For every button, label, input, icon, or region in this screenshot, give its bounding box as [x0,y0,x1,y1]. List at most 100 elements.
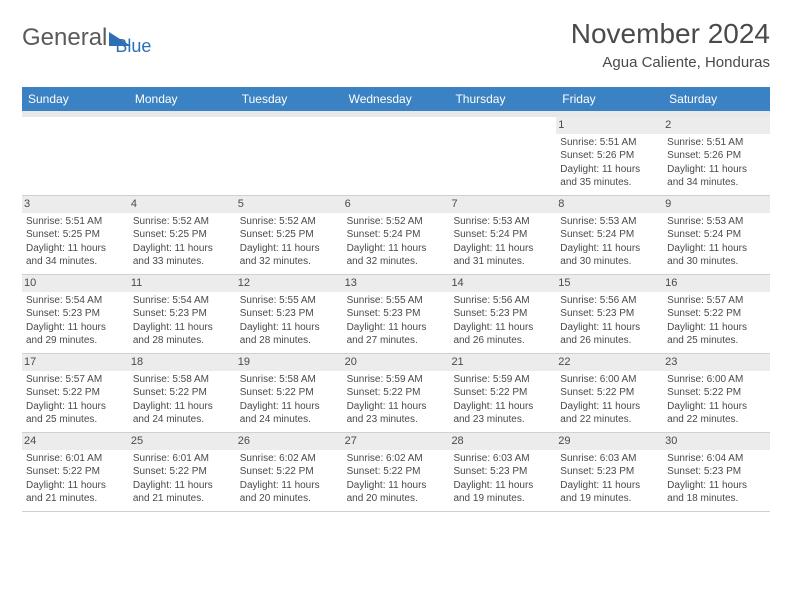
daylight-text: Daylight: 11 hours and 24 minutes. [133,400,232,427]
day-details: Sunrise: 5:54 AMSunset: 5:23 PMDaylight:… [133,294,232,348]
day-details: Sunrise: 5:59 AMSunset: 5:22 PMDaylight:… [347,373,446,427]
day-cell: 7Sunrise: 5:53 AMSunset: 5:24 PMDaylight… [449,196,556,274]
page-title: November 2024 [571,18,770,50]
daylight-text: Daylight: 11 hours and 25 minutes. [26,400,125,427]
day-number: 17 [22,354,129,371]
day-number: 20 [343,354,450,371]
daylight-text: Daylight: 11 hours and 25 minutes. [667,321,766,348]
daylight-text: Daylight: 11 hours and 28 minutes. [133,321,232,348]
day-cell: 9Sunrise: 5:53 AMSunset: 5:24 PMDaylight… [663,196,770,274]
day-details: Sunrise: 5:55 AMSunset: 5:23 PMDaylight:… [240,294,339,348]
daylight-text: Daylight: 11 hours and 26 minutes. [453,321,552,348]
day-details: Sunrise: 6:03 AMSunset: 5:23 PMDaylight:… [453,452,552,506]
sunset-text: Sunset: 5:23 PM [347,307,446,321]
sunset-text: Sunset: 5:22 PM [347,465,446,479]
day-number: 10 [22,275,129,292]
sunset-text: Sunset: 5:22 PM [667,386,766,400]
calendar-grid: SundayMondayTuesdayWednesdayThursdayFrid… [22,87,770,512]
weekday-header: Saturday [663,87,770,111]
day-number: 11 [129,275,236,292]
logo: General Blue [22,18,151,57]
sunset-text: Sunset: 5:22 PM [240,465,339,479]
day-cell: 22Sunrise: 6:00 AMSunset: 5:22 PMDayligh… [556,354,663,432]
sunrise-text: Sunrise: 5:51 AM [560,136,659,150]
day-number: 2 [663,117,770,134]
daylight-text: Daylight: 11 hours and 23 minutes. [347,400,446,427]
day-cell: 4 Sunrise: 5:52 AMSunset: 5:25 PMDaylight… [129,196,236,274]
day-cell: 29 Sunrise: 6:03 AMSunset: 5:23 PMDayligh… [556,433,663,511]
day-details: Sunrise: 5:59 AMSunset: 5:22 PMDaylight:… [453,373,552,427]
sunset-text: Sunset: 5:24 PM [560,228,659,242]
sunset-text: Sunset: 5:22 PM [667,307,766,321]
weekday-header: Friday [556,87,663,111]
daylight-text: Daylight: 11 hours and 33 minutes. [133,242,232,269]
week-row: 3Sunrise: 5:51 AMSunset: 5:25 PMDaylight… [22,196,770,275]
daylight-text: Daylight: 11 hours and 31 minutes. [453,242,552,269]
day-cell: 5Sunrise: 5:52 AMSunset: 5:25 PMDaylight… [236,196,343,274]
sunset-text: Sunset: 5:22 PM [26,386,125,400]
day-cell: 2 Sunrise: 5:51 AMSunset: 5:26 PMDaylight… [663,117,770,195]
day-number: 23 [663,354,770,371]
day-details: Sunrise: 5:51 AMSunset: 5:26 PMDaylight:… [667,136,766,190]
sunset-text: Sunset: 5:23 PM [667,465,766,479]
day-cell: 26Sunrise: 6:02 AMSunset: 5:22 PMDayligh… [236,433,343,511]
day-number: 24 [22,433,129,450]
daylight-text: Daylight: 11 hours and 23 minutes. [453,400,552,427]
day-number: 29 [556,433,663,450]
day-number: 4 [129,196,236,213]
sunset-text: Sunset: 5:23 PM [560,465,659,479]
daylight-text: Daylight: 11 hours and 26 minutes. [560,321,659,348]
day-number: 25 [129,433,236,450]
weekday-header: Tuesday [236,87,343,111]
day-number: 27 [343,433,450,450]
sunset-text: Sunset: 5:25 PM [240,228,339,242]
day-cell: 28 Sunrise: 6:03 AMSunset: 5:23 PMDayligh… [449,433,556,511]
sunrise-text: Sunrise: 6:02 AM [347,452,446,466]
daylight-text: Daylight: 11 hours and 24 minutes. [240,400,339,427]
day-number: 14 [449,275,556,292]
day-cell: 11 Sunrise: 5:54 AMSunset: 5:23 PMDayligh… [129,275,236,353]
daylight-text: Daylight: 11 hours and 22 minutes. [667,400,766,427]
day-details: Sunrise: 5:58 AMSunset: 5:22 PMDaylight:… [240,373,339,427]
day-number: 7 [449,196,556,213]
sunset-text: Sunset: 5:24 PM [667,228,766,242]
sunset-text: Sunset: 5:26 PM [560,149,659,163]
sunset-text: Sunset: 5:23 PM [133,307,232,321]
day-details: Sunrise: 6:02 AMSunset: 5:22 PMDaylight:… [347,452,446,506]
daylight-text: Daylight: 11 hours and 27 minutes. [347,321,446,348]
day-cell: 30Sunrise: 6:04 AMSunset: 5:23 PMDayligh… [663,433,770,511]
sunset-text: Sunset: 5:25 PM [133,228,232,242]
daylight-text: Daylight: 11 hours and 20 minutes. [347,479,446,506]
header-row: General Blue November 2024 Agua Caliente… [22,18,770,71]
day-cell: 13Sunrise: 5:55 AMSunset: 5:23 PMDayligh… [343,275,450,353]
sunset-text: Sunset: 5:22 PM [347,386,446,400]
day-details: Sunrise: 5:54 AMSunset: 5:23 PMDaylight:… [26,294,125,348]
sunrise-text: Sunrise: 6:04 AM [667,452,766,466]
day-cell: 14Sunrise: 5:56 AMSunset: 5:23 PMDayligh… [449,275,556,353]
daylight-text: Daylight: 11 hours and 34 minutes. [667,163,766,190]
weekday-header: Wednesday [343,87,450,111]
sunrise-text: Sunrise: 5:57 AM [667,294,766,308]
daylight-text: Daylight: 11 hours and 32 minutes. [347,242,446,269]
sunset-text: Sunset: 5:23 PM [453,307,552,321]
sunrise-text: Sunrise: 6:00 AM [667,373,766,387]
day-number: 3 [22,196,129,213]
week-row: 24Sunrise: 6:01 AMSunset: 5:22 PMDayligh… [22,433,770,512]
day-number: 28 [449,433,556,450]
sunrise-text: Sunrise: 5:54 AM [26,294,125,308]
day-cell: 10 Sunrise: 5:54 AMSunset: 5:23 PMDayligh… [22,275,129,353]
sunrise-text: Sunrise: 5:55 AM [347,294,446,308]
day-cell: 1Sunrise: 5:51 AMSunset: 5:26 PMDaylight… [556,117,663,195]
day-details: Sunrise: 6:00 AMSunset: 5:22 PMDaylight:… [667,373,766,427]
sunrise-text: Sunrise: 5:56 AM [560,294,659,308]
sunset-text: Sunset: 5:25 PM [26,228,125,242]
day-cell: 21 Sunrise: 5:59 AMSunset: 5:22 PMDayligh… [449,354,556,432]
sunrise-text: Sunrise: 5:52 AM [133,215,232,229]
sunset-text: Sunset: 5:23 PM [26,307,125,321]
sunrise-text: Sunrise: 5:51 AM [667,136,766,150]
day-details: Sunrise: 6:03 AMSunset: 5:23 PMDaylight:… [560,452,659,506]
sunset-text: Sunset: 5:23 PM [560,307,659,321]
day-number: 21 [449,354,556,371]
empty-day-cell [343,117,450,195]
day-cell: 6Sunrise: 5:52 AMSunset: 5:24 PMDaylight… [343,196,450,274]
